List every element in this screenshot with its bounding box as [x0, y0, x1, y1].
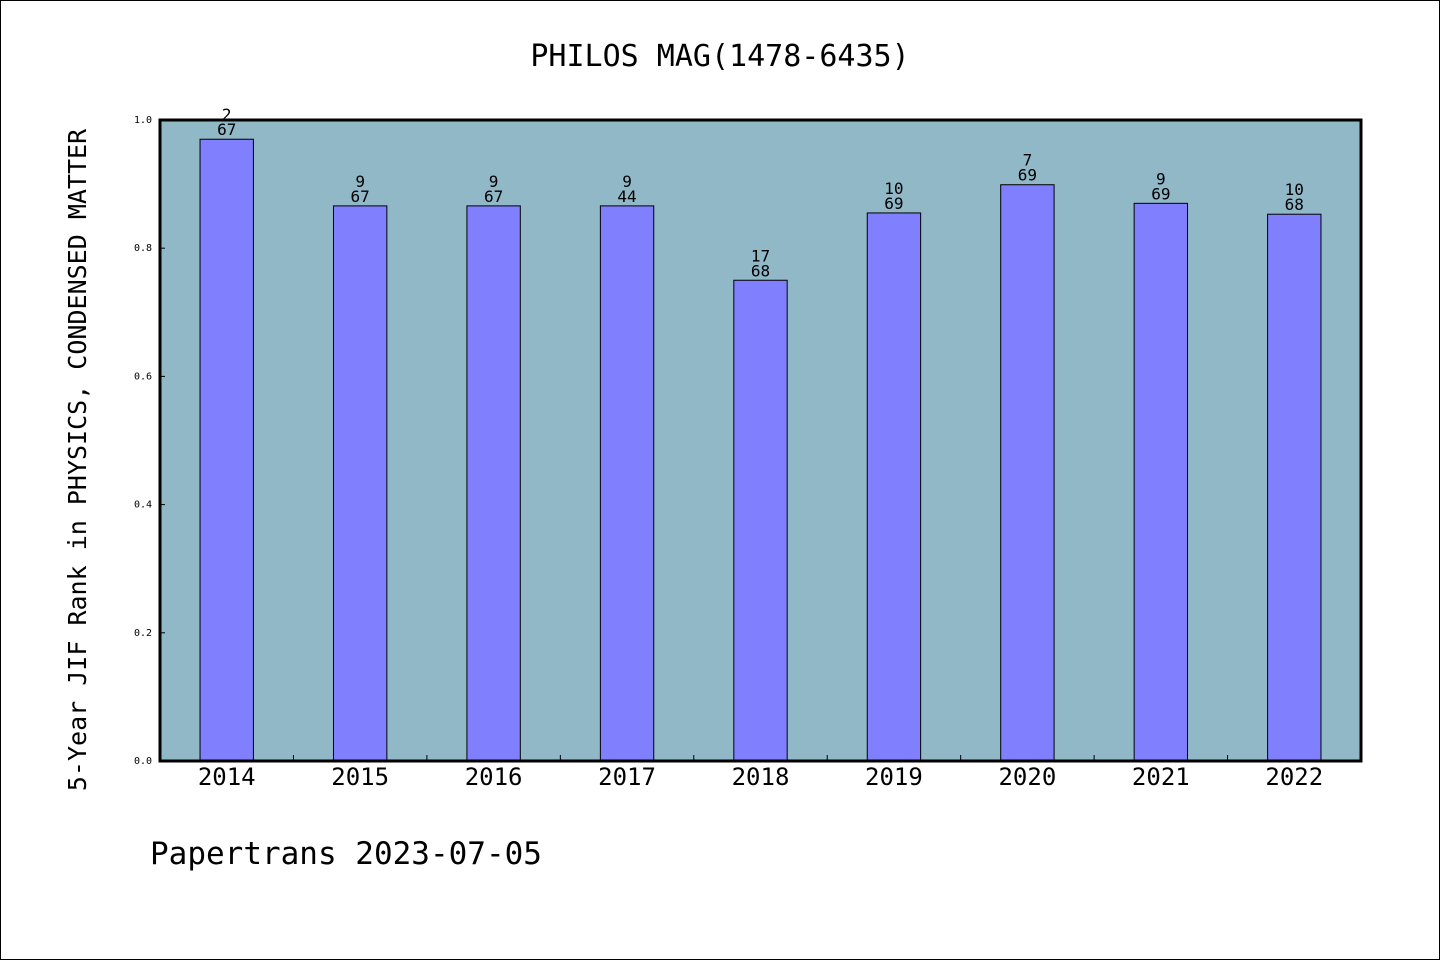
x-tick-label: 2018	[732, 763, 790, 791]
x-tick-label: 2021	[1132, 763, 1190, 791]
bar-total-label: 67	[217, 120, 236, 139]
x-tick-label: 2020	[998, 763, 1056, 791]
bar-rank-label: 9	[489, 172, 499, 191]
x-tick-label: 2019	[865, 763, 923, 791]
y-tick-label: 0.8	[134, 243, 152, 254]
x-tick-label: 2014	[198, 763, 256, 791]
bar-total-label: 69	[884, 194, 903, 213]
y-tick-label: 0.2	[134, 628, 152, 639]
bar-rank-label: 9	[622, 172, 632, 191]
bar-2019	[866, 212, 922, 762]
plot-frame	[158, 118, 1363, 763]
bar-total-label: 69	[1151, 184, 1170, 203]
y-tick-label: 0.4	[134, 500, 152, 511]
bar-total-label: 67	[351, 187, 370, 206]
bar-total-label: 44	[617, 187, 636, 206]
bar-2015	[332, 205, 388, 762]
bar-2021	[1133, 202, 1189, 762]
bar-total-label: 67	[484, 187, 503, 206]
x-tick-label: 2016	[465, 763, 523, 791]
bar-total-label: 68	[1285, 195, 1304, 214]
bar-rank-label: 7	[1023, 151, 1033, 170]
bar-rank-label: 10	[1285, 180, 1304, 199]
x-tick-label: 2015	[331, 763, 389, 791]
bar-rank-label: 17	[751, 246, 770, 265]
y-tick-label: 0.0	[134, 756, 152, 767]
chart-title: PHILOS MAG(1478-6435)	[530, 39, 909, 74]
bar-rank-label: 10	[884, 179, 903, 198]
x-tick-label: 2022	[1265, 763, 1323, 791]
x-axis: 2014 2015 2016 2017 2018 2019 2020 2021 2022	[198, 755, 1323, 791]
bars-group	[199, 138, 1322, 762]
y-tick-label: 0.6	[134, 371, 152, 382]
y-axis-label: 5-Year JIF Rank in PHYSICS, CONDENSED MA…	[63, 128, 92, 791]
bar-rank-label: 9	[355, 172, 365, 191]
bar-total-label: 68	[751, 261, 770, 280]
bar-2017	[599, 205, 655, 762]
bar-rank-label: 2	[222, 105, 232, 124]
bar-2022	[1267, 213, 1322, 762]
bar-2014	[199, 138, 254, 762]
x-tick-label: 2017	[598, 763, 656, 791]
bar-2018	[733, 279, 788, 762]
bar-total-label: 69	[1018, 166, 1037, 185]
bar-2020	[1000, 184, 1055, 762]
bar-2016	[466, 205, 521, 762]
y-tick-label: 1.0	[134, 115, 152, 126]
bar-rank-label: 9	[1156, 169, 1166, 188]
footer-text: Papertrans 2023-07-05	[150, 836, 542, 872]
